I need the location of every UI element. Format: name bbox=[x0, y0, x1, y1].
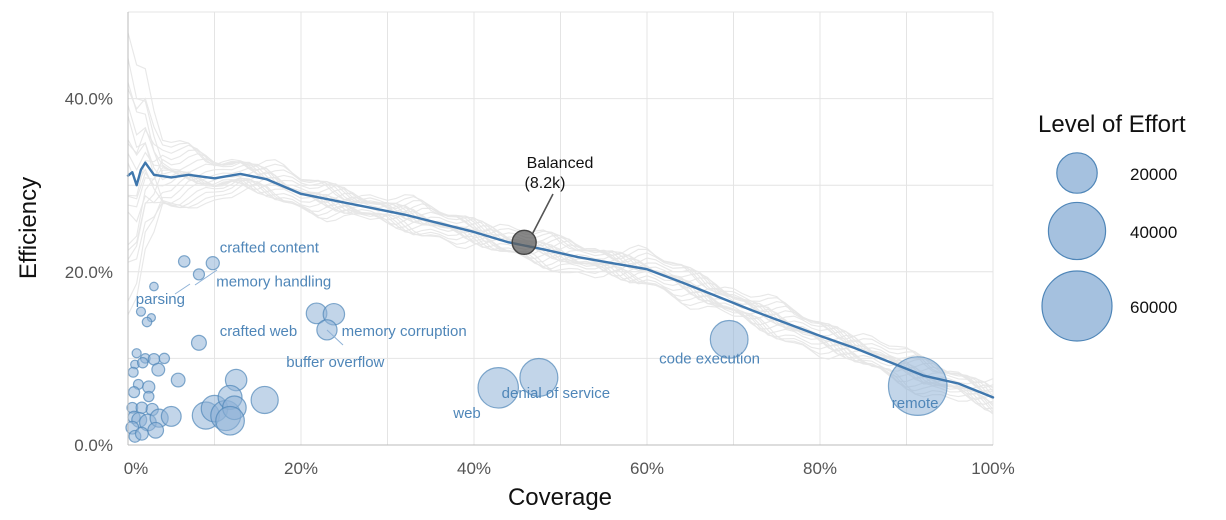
main-line-layer bbox=[126, 161, 995, 399]
background-line bbox=[127, 178, 994, 410]
bubble-point bbox=[215, 405, 245, 436]
bubble-annotation: crafted web bbox=[220, 323, 298, 340]
callout-label-line1: Balanced bbox=[527, 155, 594, 172]
bubble-point bbox=[477, 367, 520, 409]
bubble-point bbox=[136, 356, 149, 369]
bubble-annotation: parsing bbox=[136, 291, 185, 308]
background-line bbox=[127, 164, 994, 389]
main-series-line bbox=[126, 161, 995, 399]
bubble-point bbox=[177, 255, 191, 268]
legend-label: 40000 bbox=[1130, 223, 1177, 242]
bubble-annotation: code execution bbox=[659, 351, 760, 368]
annotation-leader-line bbox=[194, 269, 218, 286]
bubble-point bbox=[190, 334, 207, 351]
y-tick-label: 40.0% bbox=[65, 90, 113, 109]
bubble-point bbox=[131, 348, 142, 359]
bubble-annotation: denial of service bbox=[502, 385, 610, 402]
x-axis-title: Coverage bbox=[508, 484, 612, 511]
y-tick-label: 0.0% bbox=[74, 436, 113, 455]
bubble-point bbox=[192, 268, 206, 281]
bubble-annotation: memory handling bbox=[216, 274, 331, 291]
axes-layer: 0% 20% 40% 60% 80% 100% 0.0% 20.0% 40.0% bbox=[65, 12, 1015, 478]
x-tick-label: 0% bbox=[124, 459, 149, 478]
bubble-annotation: memory corruption bbox=[342, 323, 467, 340]
x-tick-label: 60% bbox=[630, 459, 664, 478]
background-line bbox=[127, 88, 994, 389]
background-line bbox=[127, 32, 994, 384]
bubble-point bbox=[519, 357, 559, 398]
bubble-point bbox=[170, 372, 186, 388]
bubble-annotation: web bbox=[452, 405, 481, 422]
bubble-point bbox=[135, 306, 147, 317]
x-tick-label: 20% bbox=[284, 459, 318, 478]
legend: Level of Effort 20000 40000 60000 bbox=[1038, 111, 1186, 342]
grid-layer bbox=[127, 11, 994, 446]
legend-bubble bbox=[1047, 201, 1107, 261]
bubble-point bbox=[134, 426, 149, 441]
bubble-point bbox=[151, 362, 166, 377]
legend-bubble bbox=[1056, 152, 1098, 194]
balanced-marker bbox=[511, 229, 537, 256]
x-tick-label: 80% bbox=[803, 459, 837, 478]
x-tick-label: 40% bbox=[457, 459, 491, 478]
bubble-point bbox=[709, 319, 749, 359]
bubble-point bbox=[158, 352, 171, 365]
annotation-leader-line bbox=[326, 329, 344, 346]
callout-leader-line bbox=[531, 193, 554, 235]
legend-label: 60000 bbox=[1130, 298, 1177, 317]
background-line bbox=[127, 128, 994, 393]
bubble-point bbox=[127, 386, 141, 399]
x-tick-label: 100% bbox=[971, 459, 1014, 478]
bubble-point bbox=[141, 316, 153, 328]
bubble-point bbox=[147, 421, 165, 439]
callout-label-line2: (8.2k) bbox=[525, 175, 566, 192]
bubble-point bbox=[143, 390, 155, 403]
bubble-point bbox=[205, 255, 220, 271]
y-axis-title: Efficiency bbox=[15, 177, 42, 279]
y-tick-label: 20.0% bbox=[65, 263, 113, 282]
bubble-point bbox=[149, 281, 159, 292]
legend-title: Level of Effort bbox=[1038, 111, 1186, 138]
bubble-annotation: buffer overflow bbox=[286, 354, 384, 371]
annotation-leader-line bbox=[174, 283, 191, 295]
annotation-layer: Balanced (8.2k) crafted content memory hand… bbox=[136, 155, 939, 422]
bubble-point bbox=[887, 356, 948, 416]
legend-bubble bbox=[1041, 270, 1113, 342]
bubble-point bbox=[250, 385, 279, 415]
bubble-point bbox=[127, 366, 139, 378]
legend-label: 20000 bbox=[1130, 165, 1177, 184]
bubble-annotation: crafted content bbox=[220, 240, 320, 257]
bubble-annotation: remote bbox=[892, 395, 939, 412]
bubble-point bbox=[160, 405, 182, 427]
